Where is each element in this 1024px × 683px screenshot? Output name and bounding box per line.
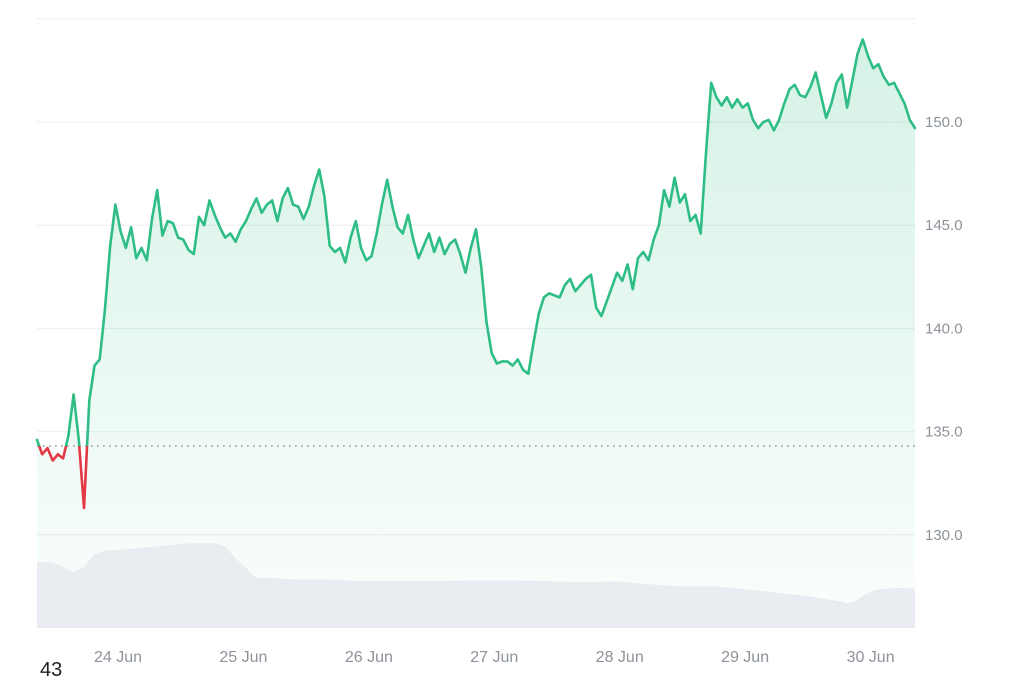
x-axis-label: 26 Jun xyxy=(345,649,393,666)
y-axis-label: 135.0 xyxy=(925,424,963,441)
price-line-up xyxy=(35,38,917,447)
y-axis-label: 150.0 xyxy=(925,114,963,131)
partial-body-text: 43 xyxy=(40,659,63,681)
x-axis-label: 27 Jun xyxy=(470,649,518,666)
price-area-fill xyxy=(37,39,915,628)
y-axis-label: 145.0 xyxy=(925,217,963,234)
x-axis-label: 24 Jun xyxy=(94,649,142,666)
x-axis-label: 30 Jun xyxy=(847,649,895,666)
y-axis-label: 140.0 xyxy=(925,320,963,337)
y-axis-label: 130.0 xyxy=(925,527,963,544)
volume-area xyxy=(37,543,915,628)
x-axis-label: 29 Jun xyxy=(721,649,769,666)
x-axis-label: 28 Jun xyxy=(596,649,644,666)
x-axis-label: 25 Jun xyxy=(219,649,267,666)
